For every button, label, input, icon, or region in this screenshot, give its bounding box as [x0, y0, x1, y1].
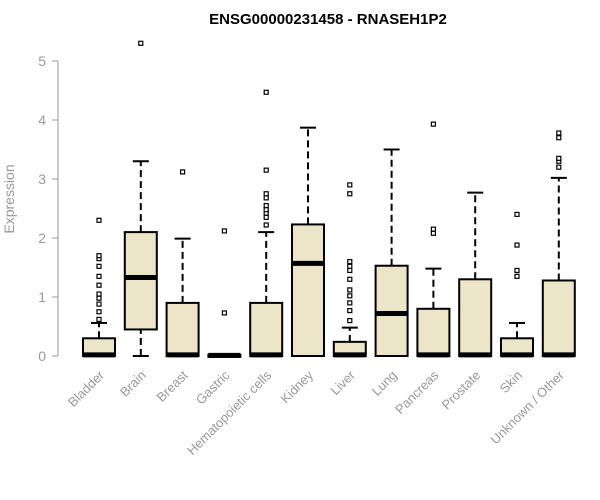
outlier-point: [514, 267, 520, 274]
outlier-point: [430, 230, 436, 236]
outlier-point: [347, 267, 353, 274]
outlier-point: [263, 89, 269, 95]
outlier-point: [138, 40, 144, 46]
x-category-label: Gastric: [193, 367, 233, 407]
x-category-label: Lung: [369, 368, 400, 399]
x-category-label: Pancreas: [392, 367, 442, 417]
box-kidney: [291, 126, 325, 357]
box-hematopoietic-cells: [249, 89, 284, 358]
outlier-point: [96, 291, 102, 297]
y-tick-label: 5: [38, 53, 46, 69]
outlier-point: [347, 287, 353, 293]
iqr-box: [374, 264, 409, 358]
outlier-point: [347, 307, 353, 314]
outlier-point: [221, 228, 227, 234]
box-gastric: [207, 228, 242, 358]
x-category-label: Liver: [327, 367, 358, 398]
outlier-point: [514, 273, 520, 279]
x-category-label: Kidney: [277, 367, 316, 406]
outlier-point: [263, 191, 269, 197]
y-ticks: 0 1 2 3 4 5: [38, 53, 58, 364]
box-bladder: [82, 217, 116, 358]
box-skin: [500, 211, 534, 358]
iqr-box: [291, 223, 325, 357]
iqr-box: [541, 279, 576, 358]
x-category-label: Skin: [497, 368, 525, 396]
iqr-box: [249, 301, 284, 357]
x-category-label: Bladder: [65, 367, 108, 410]
outlier-point: [96, 217, 102, 223]
iqr-box: [416, 307, 451, 357]
outlier-point: [556, 130, 562, 136]
outlier-point: [347, 191, 353, 197]
iqr-box: [165, 301, 200, 357]
outlier-point: [96, 295, 102, 301]
outlier-point: [96, 253, 102, 259]
outlier-point: [96, 273, 102, 279]
outlier-point: [430, 121, 436, 127]
outlier-point: [347, 276, 353, 282]
box-prostate: [458, 191, 493, 358]
x-category-label: Unknown / Other: [487, 367, 567, 447]
outlier-point: [347, 263, 353, 269]
outlier-point: [556, 135, 562, 141]
boxes: [82, 40, 576, 358]
outlier-point: [556, 155, 562, 161]
outlier-point: [514, 242, 520, 248]
y-tick-label: 4: [38, 112, 46, 128]
box-unknown-other: [541, 130, 576, 358]
outlier-point: [221, 310, 227, 316]
x-category-label: Prostate: [438, 368, 483, 413]
iqr-box: [123, 231, 158, 331]
outlier-point: [96, 282, 102, 288]
y-tick-label: 3: [38, 171, 46, 187]
outlier-point: [263, 195, 269, 201]
outlier-point: [347, 182, 353, 188]
outlier-point: [347, 293, 353, 299]
outlier-point: [430, 226, 436, 232]
outlier-point: [263, 202, 269, 209]
y-tick-label: 1: [38, 289, 46, 305]
y-axis-label: Expression: [1, 164, 17, 233]
x-category-label: Breast: [154, 367, 191, 404]
outlier-point: [96, 316, 102, 323]
y-tick-label: 2: [38, 230, 46, 246]
outlier-point: [263, 222, 269, 228]
outlier-point: [96, 263, 102, 269]
iqr-box: [458, 278, 493, 357]
box-breast: [165, 169, 200, 358]
chart-title: ENSG00000231458 - RNASEH1P2: [209, 11, 447, 28]
box-liver: [332, 182, 367, 358]
outlier-point: [514, 211, 520, 217]
outlier-point: [96, 309, 102, 315]
x-category-label: Brain: [117, 368, 149, 400]
y-tick-label: 0: [38, 348, 46, 364]
box-lung: [374, 148, 409, 358]
box-pancreas: [416, 121, 451, 358]
outlier-point: [263, 167, 269, 173]
outlier-point: [263, 214, 269, 220]
outlier-point: [180, 169, 186, 175]
outlier-point: [347, 300, 353, 306]
outlier-point: [347, 318, 353, 324]
outlier-point: [96, 301, 102, 307]
outlier-point: [556, 164, 562, 170]
box-brain: [123, 40, 158, 357]
outlier-point: [347, 259, 353, 265]
outlier-point: [263, 207, 269, 213]
